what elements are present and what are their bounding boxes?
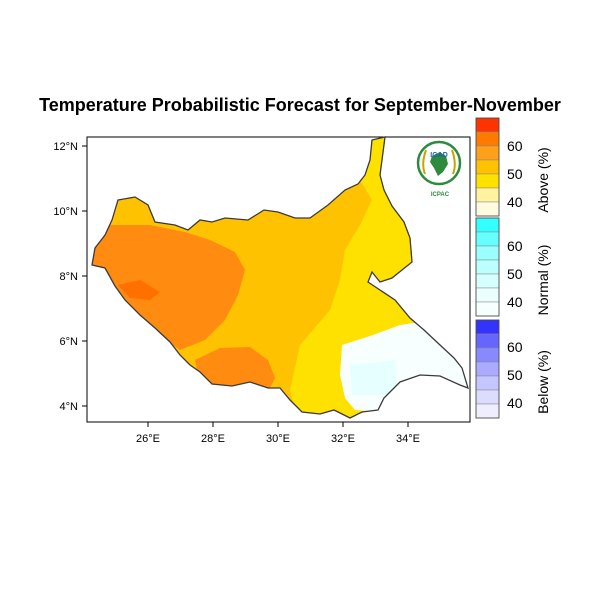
- colorbar-normal-cell: [475, 231, 500, 247]
- colorbar-above-cell: [475, 159, 500, 175]
- colorbar-below-cell: [475, 403, 500, 419]
- lon-tick-label: 26°E: [136, 433, 160, 445]
- colorbar-above-cell: [475, 145, 500, 161]
- colorbar-below-label: Below (%): [535, 350, 551, 414]
- lat-axis: 12°N 10°N 8°N 6°N 4°N: [53, 141, 87, 413]
- lon-tick-label: 30°E: [266, 433, 290, 445]
- colorbar-below-tick: 40: [507, 395, 523, 411]
- colorbar-normal-tick: 60: [507, 238, 523, 254]
- lon-axis: 26°E 28°E 30°E 32°E 34°E: [136, 422, 420, 445]
- lon-tick-label: 28°E: [201, 433, 225, 445]
- region-above-60: [118, 280, 160, 300]
- colorbar-normal-cell: [475, 217, 500, 233]
- lon-tick-label: 34°E: [396, 433, 420, 445]
- colorbar-above-cell: [475, 187, 500, 203]
- colorbar-above-label: Above (%): [535, 147, 551, 212]
- colorbar-below-cell: [475, 319, 500, 335]
- colorbar-below: [475, 319, 500, 419]
- colorbar-above-cell: [475, 173, 500, 189]
- region-above-55-south: [195, 347, 275, 392]
- colorbar-normal-tick: 50: [507, 266, 523, 282]
- igad-icpac-logo: IGAD ICPAC: [416, 140, 462, 198]
- colorbar-below-tick: 60: [507, 339, 523, 355]
- colorbar-normal-cell: [475, 287, 500, 303]
- logo-icpac-text: ICPAC: [431, 192, 450, 198]
- lat-tick-label: 6°N: [60, 336, 79, 348]
- lat-tick-label: 12°N: [53, 141, 78, 153]
- colorbar-above-cell: [475, 117, 500, 133]
- region-above-55-west: [92, 225, 245, 350]
- colorbar-below-cell: [475, 347, 500, 363]
- lat-tick-label: 4°N: [60, 401, 79, 413]
- country-border: [91, 136, 469, 419]
- colorbar-above-cell: [475, 201, 500, 217]
- africa-map-icon: [430, 152, 448, 176]
- logo-igad-text: IGAD: [430, 152, 448, 159]
- map-title: Temperature Probabilistic Forecast for S…: [39, 95, 561, 115]
- laurel-icon: [422, 149, 456, 175]
- colorbar-normal-cell: [475, 301, 500, 317]
- colorbar-below-cell: [475, 333, 500, 349]
- colorbar-normal-border: [475, 217, 500, 317]
- lat-tick-label: 10°N: [53, 206, 78, 218]
- colorbar-normal-label: Normal (%): [535, 245, 551, 316]
- colorbar-above-tick: 50: [507, 166, 523, 182]
- colorbar-below-border: [475, 319, 500, 419]
- colorbar-normal: [475, 217, 500, 317]
- colorbar-above-border: [475, 117, 500, 217]
- colorbar-normal-cell: [475, 259, 500, 275]
- colorbar-normal-cell: [475, 245, 500, 261]
- colorbar-above: [475, 117, 500, 217]
- colorbar-below-cell: [475, 389, 500, 405]
- region-normal-40: [350, 360, 398, 395]
- colorbar-below-cell: [475, 375, 500, 391]
- colorbar-above-cell: [475, 131, 500, 147]
- colorbar-above-tick: 40: [507, 194, 523, 210]
- colorbar-below-tick: 50: [507, 367, 523, 383]
- lon-tick-label: 32°E: [331, 433, 355, 445]
- colorbar-normal-tick: 40: [507, 294, 523, 310]
- lat-tick-label: 8°N: [60, 271, 79, 283]
- colorbar-below-cell: [475, 361, 500, 377]
- colorbar-above-tick: 60: [507, 138, 523, 154]
- colorbar-normal-cell: [475, 273, 500, 289]
